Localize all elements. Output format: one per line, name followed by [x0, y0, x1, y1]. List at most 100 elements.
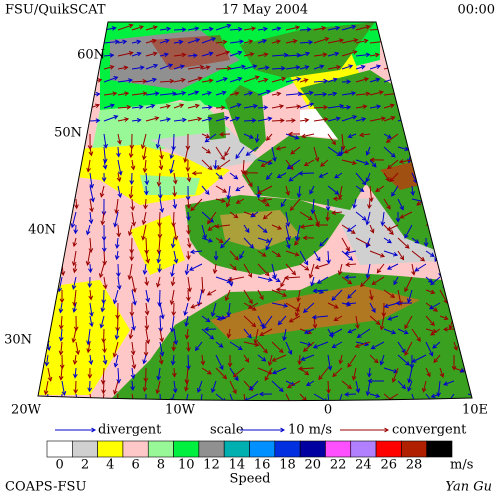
wind-vector: [159, 198, 165, 213]
wind-vector: [73, 380, 79, 395]
wind-vector: [20, 53, 29, 57]
wind-vector: [117, 78, 134, 83]
wind-vector: [414, 263, 427, 272]
wind-vector: [425, 39, 442, 44]
wind-vector: [454, 198, 469, 209]
wind-vector: [313, 37, 330, 44]
wind-vector: [112, 289, 119, 305]
colorbar-swatch: [122, 440, 149, 458]
wind-vector: [128, 328, 134, 340]
wind-vector: [215, 172, 223, 180]
wind-vector: [229, 91, 240, 96]
wind-vector: [216, 315, 231, 321]
wind-vector: [430, 328, 441, 336]
wind-vector: [467, 159, 472, 166]
wind-vector: [215, 66, 232, 71]
wind-vector: [157, 211, 162, 228]
wind-vector: [172, 185, 177, 198]
wind-vector: [467, 40, 472, 45]
wind-vector: [407, 289, 413, 304]
wind-vector: [46, 289, 52, 303]
wind-vector: [183, 302, 189, 317]
wind-vector: [397, 198, 404, 211]
wind-vector: [243, 328, 252, 339]
wind-vector: [282, 328, 287, 342]
wind-vector: [383, 40, 399, 45]
credit: COAPS-FSU: [5, 480, 86, 495]
wind-vector: [20, 66, 31, 70]
wind-vector: [186, 289, 191, 302]
wind-vector: [33, 238, 37, 247]
wind-vector: [453, 38, 466, 44]
wind-vector: [425, 250, 435, 257]
wind-vector: [73, 315, 79, 332]
wind-vector: [299, 263, 310, 271]
wind-vector: [355, 38, 369, 44]
wind-vector: [345, 262, 357, 267]
wind-vector: [425, 116, 443, 122]
wind-vector: [31, 199, 35, 211]
wind-vector: [46, 315, 52, 328]
wind-vector: [70, 211, 77, 229]
wind-vector: [184, 328, 190, 340]
wind-vector: [216, 159, 231, 170]
wind-vector: [201, 51, 214, 57]
scale-label: scale: [210, 423, 244, 438]
wind-vector: [257, 39, 268, 44]
colorbar-tick-label: 22: [330, 458, 347, 473]
wind-vector: [215, 341, 224, 348]
wind-vector: [243, 103, 258, 109]
wind-vector: [159, 104, 171, 109]
wind-vector: [257, 263, 270, 277]
wind-vector: [20, 117, 34, 121]
wind-vector: [89, 24, 104, 31]
wind-vector: [113, 211, 119, 228]
wind-vector: [442, 276, 455, 288]
wind-vector: [17, 199, 21, 213]
wind-vector: [103, 39, 120, 45]
wind-vector: [159, 302, 165, 320]
colorbar-swatch: [274, 440, 301, 458]
wind-vector: [257, 52, 269, 57]
wind-vector: [347, 328, 357, 334]
wind-vector: [421, 185, 427, 200]
wind-vector: [88, 263, 93, 274]
wind-vector: [262, 315, 273, 330]
wind-vector: [404, 224, 413, 239]
wind-vector: [369, 289, 374, 301]
wind-vector: [383, 53, 398, 58]
wind-vector: [58, 237, 63, 248]
wind-vector: [347, 289, 357, 299]
wind-vector: [347, 354, 357, 368]
lat-label: 40N: [28, 223, 56, 238]
wind-vector: [334, 172, 343, 179]
wind-vector: [58, 367, 64, 381]
wind-vector: [117, 133, 122, 145]
wind-vector: [184, 315, 189, 327]
wind-vector: [173, 224, 179, 241]
wind-vector: [117, 91, 130, 97]
wind-vector: [411, 237, 420, 244]
wind-vector: [453, 198, 460, 208]
wind-vector: [189, 249, 203, 255]
terrain: [220, 210, 300, 250]
wind-vector: [101, 172, 107, 183]
wind-vector: [285, 224, 291, 242]
wind-vector: [313, 117, 329, 122]
wind-vector: [75, 118, 86, 123]
wind-vector: [72, 237, 78, 248]
wind-vector: [38, 52, 46, 57]
wind-vector: [173, 52, 187, 58]
wind-vector: [285, 52, 302, 58]
wind-vector: [201, 37, 217, 44]
wind-vector: [142, 263, 148, 276]
wind-vector: [102, 341, 107, 354]
wind-vector: [247, 302, 259, 309]
wind-vector: [376, 263, 385, 274]
wind-vector: [422, 172, 428, 185]
colorbar-tick-label: 10: [178, 458, 195, 473]
wind-vector: [355, 211, 367, 221]
wind-vector: [87, 276, 93, 288]
wind-vector: [439, 25, 452, 31]
wind-vector: [86, 341, 92, 354]
